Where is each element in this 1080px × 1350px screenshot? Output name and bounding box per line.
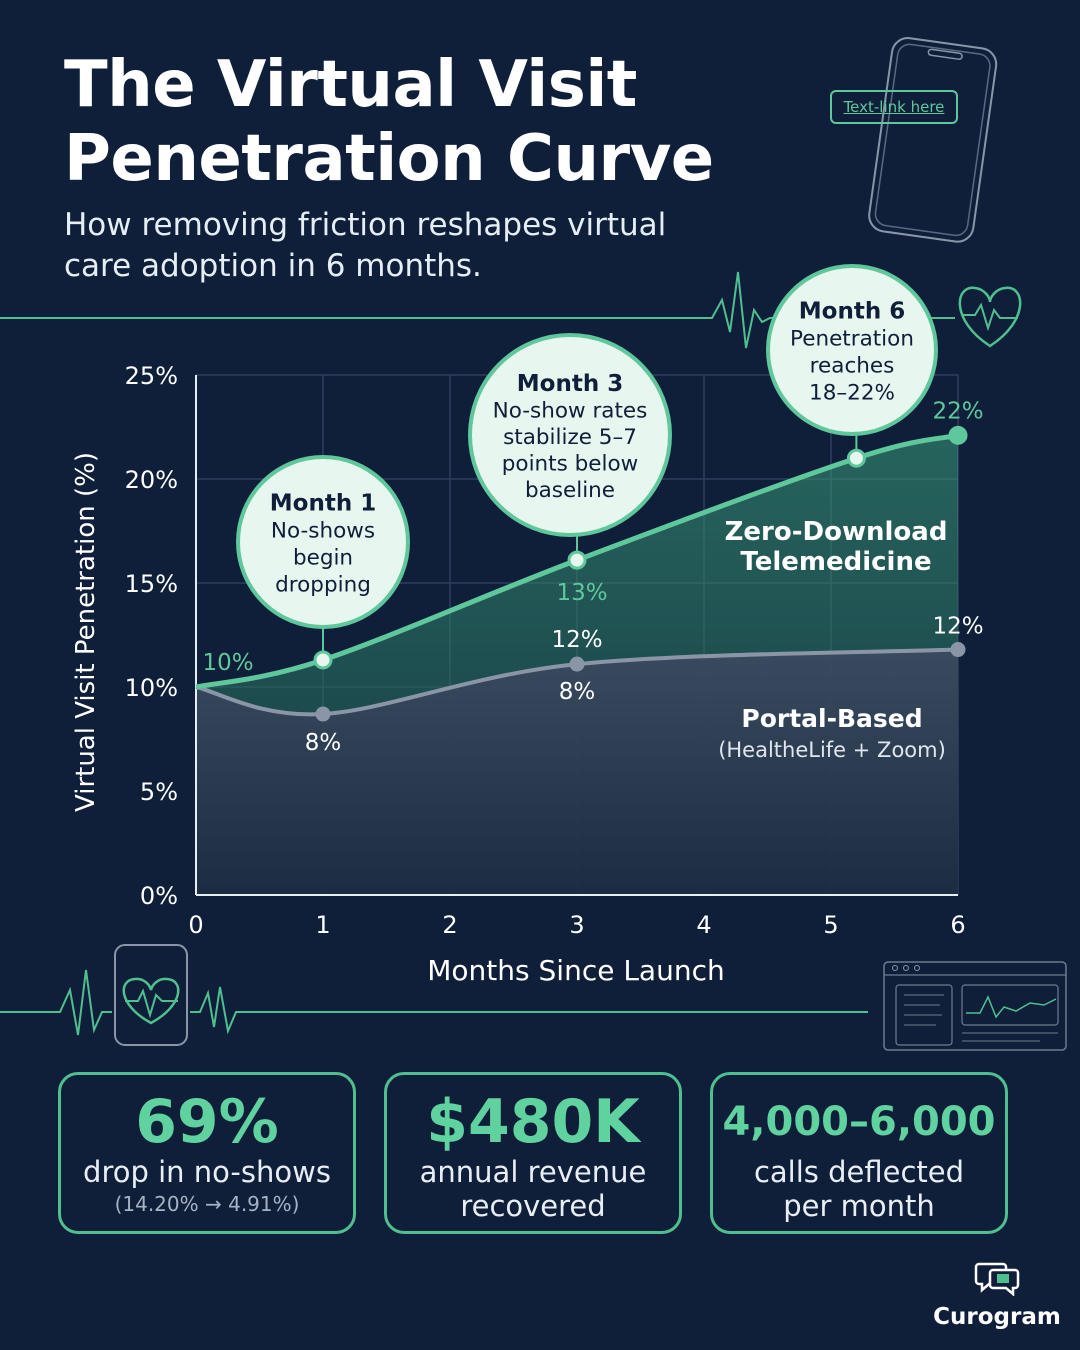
telemedicine-data-point [567, 550, 587, 570]
data-label: 8% [559, 679, 596, 705]
chart-axes [195, 375, 958, 896]
x-axis-label: Months Since Launch [427, 954, 724, 987]
y-tick-label: 10% [125, 674, 178, 702]
callout-text: dropping [275, 573, 371, 598]
data-label: 12% [932, 614, 983, 640]
telemedicine-data-point [313, 650, 333, 670]
penetration-chart: 0 1 2 3 4 5 60%5%10%15%20%25% Month 1No-showsb… [71, 264, 984, 987]
portal-area [196, 649, 958, 895]
callout-text: No-shows [271, 519, 375, 544]
stat-sublabel: (14.20% → 4.91%) [114, 1192, 300, 1216]
data-label: 8% [305, 730, 342, 756]
portal-data-point [315, 706, 331, 722]
data-label: 13% [556, 580, 607, 606]
telemedicine-data-point [846, 448, 866, 468]
x-tick-label: 6 [950, 911, 965, 939]
stat-label-line-1: calls deflected [753, 1155, 965, 1189]
series-name-telemedicine-1: Zero-Download [725, 517, 948, 547]
data-label: 10% [202, 650, 253, 676]
data-label: 12% [551, 627, 602, 653]
callout-text: 18–22% [809, 381, 895, 406]
callout-bubble [236, 455, 410, 629]
brand-name: Curogram [933, 1304, 1061, 1330]
stat-card-revenue: $480K annual revenue recovered [384, 1072, 682, 1234]
stat-value: 69% [135, 1087, 279, 1157]
y-tick-label: 20% [125, 466, 178, 494]
y-axis-label: Virtual Visit Penetration (%) [71, 452, 101, 812]
subtitle-line-1: How removing friction reshapes virtual [64, 207, 667, 243]
callout-bubble [468, 333, 672, 537]
title-line-2: Penetration Curve [64, 122, 714, 196]
stat-value: $480K [426, 1087, 640, 1157]
callout-text: Penetration [790, 327, 914, 352]
callout-title: Month 6 [799, 299, 905, 325]
callout-title: Month 3 [517, 371, 623, 397]
title-line-1: The Virtual Visit [64, 48, 637, 122]
phone-illustration-icon [868, 37, 998, 243]
callout-text: begin [293, 546, 353, 571]
series-name-portal-1: Portal-Based [741, 704, 922, 733]
series-name-telemedicine-2: Telemedicine [740, 547, 931, 577]
stat-label-line-2: recovered [460, 1189, 606, 1223]
subtitle-line-2: care adoption in 6 months. [64, 248, 482, 284]
y-tick-label: 0% [140, 882, 178, 910]
y-tick-label: 15% [125, 570, 178, 598]
callout-title: Month 1 [270, 491, 376, 517]
x-tick-label: 4 [696, 911, 711, 939]
callout-bubble [766, 264, 938, 436]
brand-logo: Curogram [932, 1258, 1062, 1330]
chat-bubbles-icon [974, 1262, 1020, 1297]
y-tick-label: 25% [125, 362, 178, 390]
heartbeat-line-top-icon [0, 271, 1022, 349]
x-tick-label: 3 [569, 911, 584, 939]
stat-label-line-2: per month [783, 1189, 935, 1223]
text-link-bubble: Text-link here [830, 90, 958, 124]
x-tick-label: 0 [188, 911, 203, 939]
x-tick-label: 2 [442, 911, 457, 939]
page-subtitle: How removing friction reshapes virtual c… [64, 205, 704, 287]
callout-text: points below [502, 452, 638, 477]
y-tick-label: 5% [140, 778, 178, 806]
callout-text: stabilize 5–7 [503, 425, 637, 450]
page-title: The Virtual Visit Penetration Curve [64, 48, 784, 196]
callout-text: No-show rates [493, 399, 648, 424]
series-name-portal-2: (HealtheLife + Zoom) [718, 738, 946, 762]
stat-card-no-shows: 69% drop in no-shows (14.20% → 4.91%) [58, 1072, 356, 1234]
x-tick-label: 1 [315, 911, 330, 939]
portal-series-line [195, 647, 959, 717]
callout-text: reaches [810, 354, 895, 379]
stat-label: drop in no-shows [83, 1155, 331, 1189]
heartbeat-line-bottom-icon [0, 944, 1067, 1051]
x-tick-label: 5 [823, 911, 838, 939]
portal-data-point [950, 642, 966, 658]
telemedicine-data-point [948, 425, 968, 445]
stat-label-line-1: annual revenue [419, 1155, 647, 1189]
callout-text: baseline [525, 478, 615, 503]
stat-card-calls: 4,000–6,000 calls deflected per month [710, 1072, 1008, 1234]
portal-data-point [569, 656, 585, 672]
data-label: 22% [932, 398, 983, 424]
stat-value: 4,000–6,000 [722, 1099, 996, 1145]
